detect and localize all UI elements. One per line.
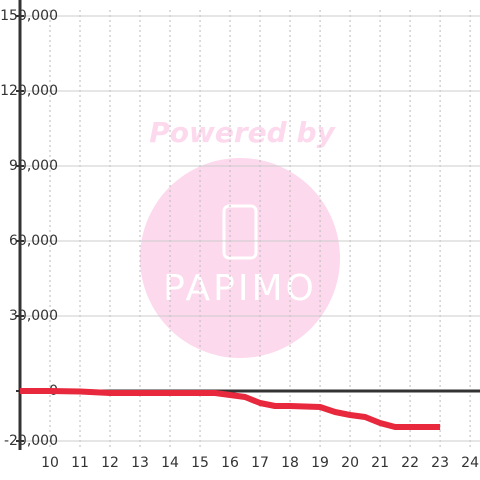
x-tick-label: 16 (221, 455, 239, 471)
y-tick-label: 150,000 (0, 8, 58, 24)
x-tick-label: 15 (191, 455, 209, 471)
x-tick-label: 20 (341, 455, 359, 471)
x-tick-label: 14 (161, 455, 179, 471)
x-tick-label: 13 (131, 455, 149, 471)
x-tick-label: 11 (71, 455, 89, 471)
y-tick-label: 90,000 (9, 158, 58, 174)
y-tick-label: -20,000 (4, 433, 58, 449)
watermark-phone (222, 204, 258, 260)
y-tick-label: 30,000 (9, 308, 58, 324)
watermark-title: Powered by (149, 116, 336, 149)
watermark: Powered by PAPIMO (140, 116, 340, 358)
y-tick-label: 60,000 (9, 233, 58, 249)
watermark-logo: PAPIMO (163, 268, 317, 309)
x-tick-label: 10 (41, 455, 59, 471)
x-tick-label: 17 (251, 455, 269, 471)
data-line (20, 388, 441, 430)
x-tick-label: 24 (461, 455, 479, 471)
x-tick-label: 22 (401, 455, 419, 471)
x-tick-label: 23 (431, 455, 449, 471)
x-tick-label: 12 (101, 455, 119, 471)
y-tick-label: 120,000 (0, 83, 58, 99)
x-tick-label: 21 (371, 455, 389, 471)
x-tick-label: 18 (281, 455, 299, 471)
x-tick-label: 19 (311, 455, 329, 471)
